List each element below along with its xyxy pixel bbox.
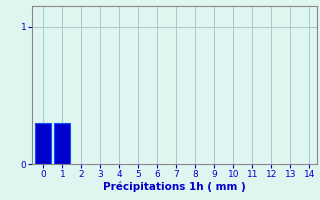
Bar <box>54 123 70 164</box>
Bar <box>35 123 52 164</box>
X-axis label: Précipitations 1h ( mm ): Précipitations 1h ( mm ) <box>103 181 246 192</box>
